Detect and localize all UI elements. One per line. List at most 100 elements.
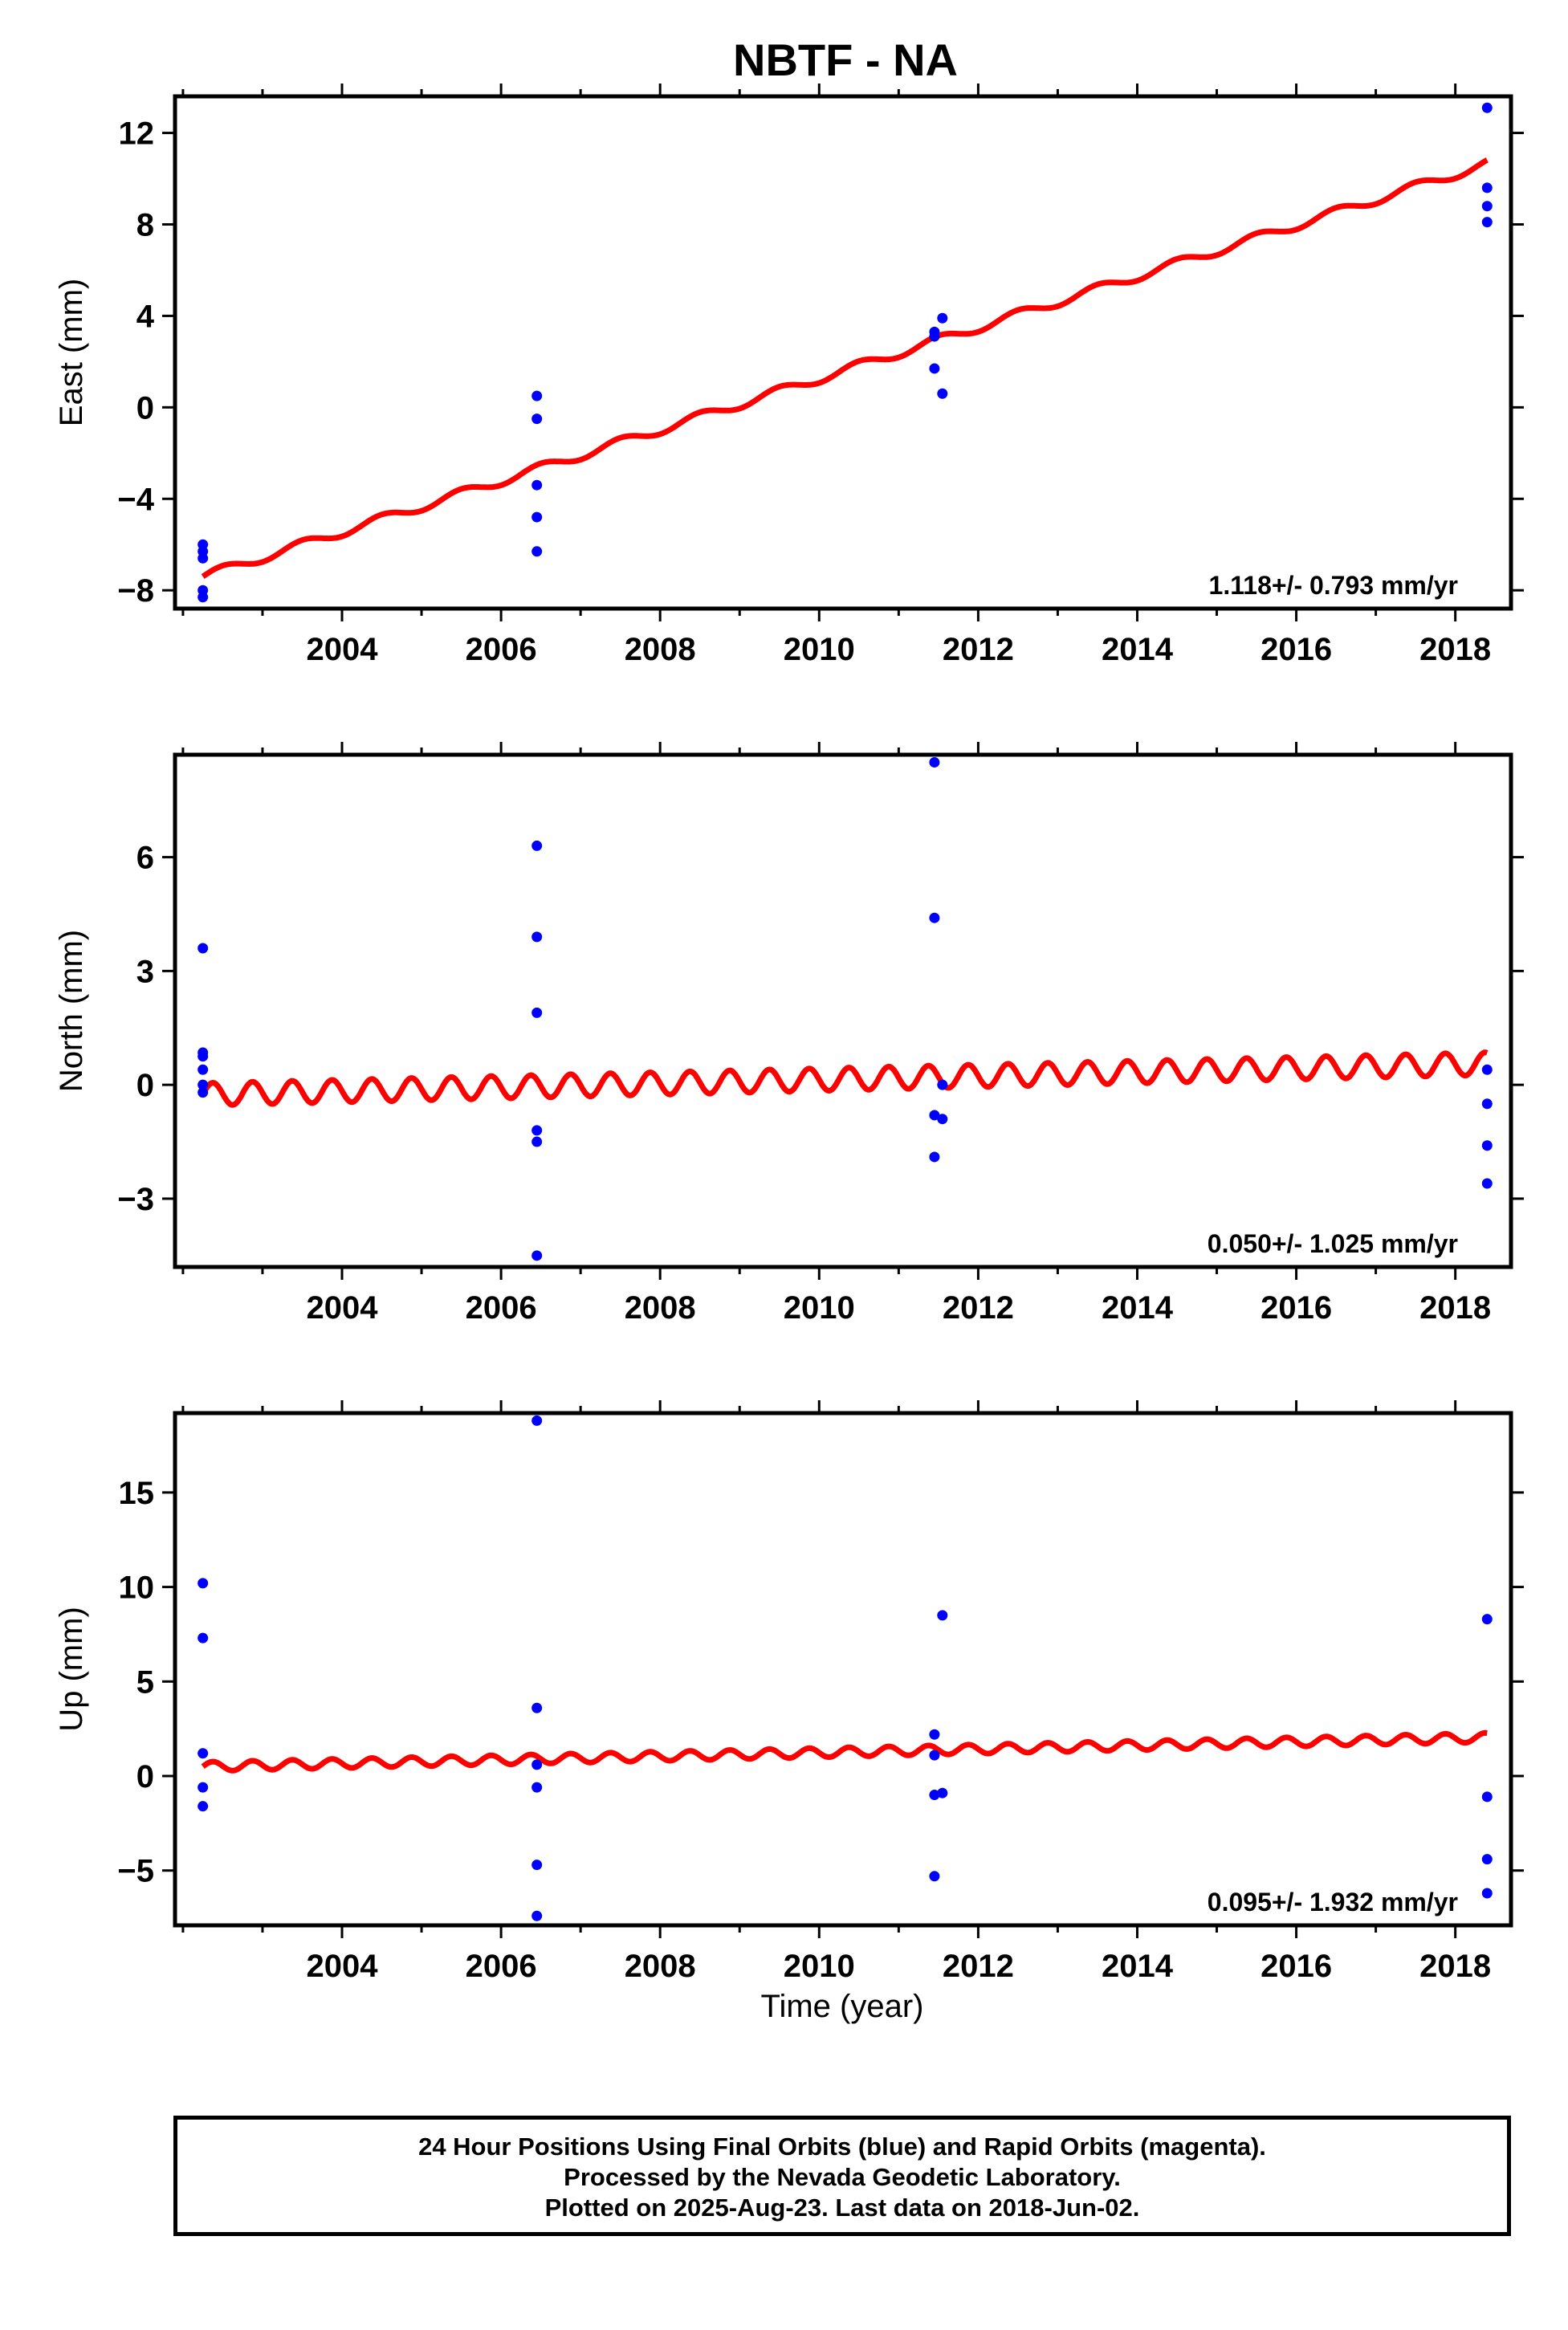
footer-note: 24 Hour Positions Using Final Orbits (bl…: [173, 2116, 1511, 2236]
x-tick-label: 2014: [1102, 632, 1174, 667]
panel-east: 2004 2006 2008 2010 2012 2014 2016 2018 −8 −4 0 4 8 1…: [54, 84, 1524, 667]
y-tick-label: 6: [136, 841, 154, 876]
plot-frame: [173, 94, 1513, 611]
data-point: [531, 546, 543, 557]
y-axis-label: North (mm): [54, 930, 89, 1092]
data-point: [937, 1114, 948, 1125]
data-point: [937, 312, 948, 324]
data-point: [531, 1415, 543, 1426]
y-axis-label: East (mm): [54, 279, 89, 426]
x-tick-label: 2018: [1419, 1949, 1491, 1984]
data-point: [1481, 217, 1493, 228]
data-point: [531, 1250, 543, 1261]
x-tick-label: 2018: [1419, 1290, 1491, 1326]
x-tick-label: 2016: [1261, 632, 1332, 667]
data-point: [198, 1087, 209, 1098]
x-tick-label: 2010: [784, 1949, 855, 1984]
data-point: [929, 1729, 940, 1740]
x-tick-label: 2014: [1102, 1290, 1174, 1326]
footer-line-3: Plotted on 2025-Aug-23. Last data on 201…: [544, 2194, 1140, 2222]
x-tick-label: 2010: [784, 632, 855, 667]
x-axis-label: Time (year): [761, 1989, 924, 2024]
data-point: [1481, 1854, 1493, 1865]
plot-frame: [173, 752, 1513, 1269]
data-point: [531, 1007, 543, 1018]
data-point: [1481, 1888, 1493, 1899]
data-point: [929, 1750, 940, 1761]
data-point: [198, 1632, 209, 1644]
x-tick-label: 2008: [625, 632, 696, 667]
x-tick-label: 2006: [466, 1949, 537, 1984]
data-point: [1481, 102, 1493, 113]
data-point: [929, 756, 940, 768]
data-point: [929, 331, 940, 342]
data-point: [929, 363, 940, 374]
data-point: [937, 1079, 948, 1090]
data-point: [1481, 1791, 1493, 1802]
y-tick-label: −5: [117, 1854, 154, 1889]
x-tick-label: 2004: [307, 632, 379, 667]
x-tick-label: 2012: [943, 1949, 1014, 1984]
y-tick-label: 12: [119, 116, 155, 152]
x-tick-label: 2008: [625, 1290, 696, 1326]
x-tick-label: 2012: [943, 1290, 1014, 1326]
x-tick-label: 2008: [625, 1949, 696, 1984]
data-point: [531, 931, 543, 943]
data-point: [1481, 201, 1493, 212]
data-point: [1481, 1064, 1493, 1075]
x-tick-label: 2006: [466, 632, 537, 667]
y-tick-label: −8: [117, 573, 154, 609]
data-point: [1481, 1614, 1493, 1625]
data-point: [929, 1871, 940, 1882]
x-tick-label: 2010: [784, 1290, 855, 1326]
y-tick-label: −4: [117, 482, 154, 517]
model-fit-line: [201, 157, 1489, 579]
data-point: [198, 1578, 209, 1589]
data-point: [531, 1702, 543, 1713]
data-point: [1481, 1098, 1493, 1110]
velocity-annotation: 0.095+/- 1.932 mm/yr: [1208, 1888, 1458, 1917]
chart-title: NBTF - NA: [733, 35, 958, 85]
plots-canvas: 2004 2006 2008 2010 2012 2014 2016 2018 −8 −4 0 4 8 1…: [54, 84, 1524, 2024]
x-tick-label: 2004: [307, 1290, 379, 1326]
x-tick-label: 2018: [1419, 632, 1491, 667]
data-point: [1481, 1140, 1493, 1151]
y-tick-label: 15: [119, 1476, 155, 1511]
y-axis-label: Up (mm): [54, 1607, 89, 1732]
y-tick-label: 5: [136, 1664, 154, 1700]
data-point: [198, 1748, 209, 1759]
data-point: [937, 1787, 948, 1798]
data-point: [531, 1125, 543, 1136]
y-tick-label: 10: [119, 1570, 155, 1606]
model-fit-line: [201, 1729, 1489, 1774]
panel-up: 2004 2006 2008 2010 2012 2014 2016 2018 −5 0 5 10 15…: [54, 1400, 1524, 1984]
data-point: [198, 1801, 209, 1812]
data-point: [531, 390, 543, 401]
y-tick-label: 0: [136, 390, 154, 426]
model-fit-line: [200, 1049, 1489, 1108]
x-tick-label: 2004: [307, 1949, 379, 1984]
data-point: [929, 1151, 940, 1163]
x-tick-label: 2006: [466, 1290, 537, 1326]
data-point: [531, 511, 543, 523]
y-tick-label: −3: [117, 1182, 154, 1217]
data-point: [1481, 182, 1493, 193]
data-point: [929, 912, 940, 923]
y-tick-label: 4: [136, 299, 155, 334]
data-point: [198, 1782, 209, 1793]
data-point: [531, 1860, 543, 1871]
footer-line-1: 24 Hour Positions Using Final Orbits (bl…: [418, 2132, 1266, 2161]
footer-line-2: Processed by the Nevada Geodetic Laborat…: [564, 2163, 1121, 2191]
data-point: [531, 1910, 543, 1921]
data-point: [198, 1079, 209, 1090]
data-point: [937, 1610, 948, 1621]
data-point: [198, 1064, 209, 1075]
x-tick-label: 2014: [1102, 1949, 1174, 1984]
data-point: [198, 552, 209, 564]
data-point: [198, 1051, 209, 1062]
data-point: [1481, 1178, 1493, 1189]
data-point: [198, 943, 209, 954]
x-tick-label: 2016: [1261, 1949, 1332, 1984]
data-point: [929, 1110, 940, 1121]
data-point: [198, 592, 209, 603]
